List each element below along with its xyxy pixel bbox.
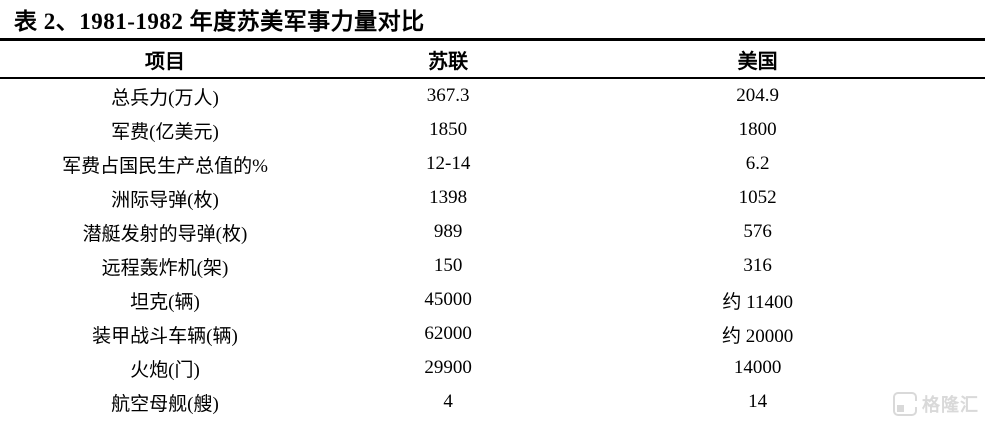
ussr-value-cell: 4 [443, 391, 453, 412]
item-label: 航空母舰(艘) [111, 393, 219, 415]
ussr-value-cell: 150 [433, 255, 463, 276]
ussr-value-cell: 62000 [424, 323, 472, 344]
item-label: 总兵力(万人) [111, 87, 219, 109]
usa-value-cell: 576 [743, 221, 772, 242]
item-label: 火炮(门) [130, 359, 200, 381]
item-label: 军费(亿美元) [111, 121, 219, 143]
watermark-brand-text: 格隆汇 [922, 395, 979, 415]
usa-value-cell: 1052 [738, 187, 777, 208]
usa-value-cell: 204.9 [736, 85, 780, 106]
ussr-value-cell: 29900 [424, 357, 472, 378]
header-row: 项目 苏联 美国 [0, 41, 985, 79]
ussr-value-cell: 1850 [429, 119, 468, 140]
table-row: 远程轰炸机(架) 150 316 [0, 249, 985, 283]
col-header-usa: 美国 [566, 41, 985, 79]
col-header-ussr: 苏联 [329, 41, 567, 79]
table-row: 潜艇发射的导弹(枚) 989 576 [0, 215, 985, 249]
military-comparison-table: 项目 苏联 美国 总兵力(万人) 367.3 204.9 军费(亿美元) 185… [0, 41, 985, 419]
usa-value-cell: 6.2 [745, 153, 770, 174]
gelonghui-logo-icon [893, 392, 918, 416]
ussr-value-cell: 989 [433, 221, 463, 242]
table-row: 火炮(门) 29900 14000 [0, 351, 985, 385]
ussr-value-cell: 367.3 [426, 85, 470, 106]
item-label: 洲际导弹(枚) [111, 189, 219, 211]
table-row: 航空母舰(艘) 4 14 [0, 385, 985, 419]
table-row: 总兵力(万人) 367.3 204.9 [0, 78, 985, 113]
usa-value-cell: 316 [743, 255, 772, 276]
gelonghui-watermark: 格隆汇 [893, 391, 979, 417]
table-row: 装甲战斗车辆(辆) 62000 约 20000 [0, 317, 985, 351]
table-row: 洲际导弹(枚) 1398 1052 [0, 181, 985, 215]
item-label: 潜艇发射的导弹(枚) [82, 223, 248, 245]
table-title-bar: 表 2、1981-1982 年度苏美军事力量对比 [0, 0, 985, 41]
usa-value-cell: 约 20000 [722, 325, 794, 347]
table-title: 表 2、1981-1982 年度苏美军事力量对比 [14, 9, 425, 34]
item-label: 装甲战斗车辆(辆) [92, 325, 238, 347]
item-label: 坦克(辆) [130, 291, 200, 313]
col-header-item: 项目 [0, 41, 330, 79]
usa-value-cell: 1800 [738, 119, 777, 140]
table-row: 坦克(辆) 45000 约 11400 [0, 283, 985, 317]
ussr-value-cell: 45000 [424, 289, 472, 310]
usa-value-cell: 14 [748, 391, 768, 412]
table-row: 军费占国民生产总值的% 12-14 6.2 [0, 147, 985, 181]
usa-value-cell: 约 11400 [722, 291, 793, 313]
item-label: 远程轰炸机(架) [101, 257, 229, 279]
ussr-value-cell: 12-14 [426, 153, 471, 174]
item-label: 军费占国民生产总值的% [62, 155, 268, 177]
ussr-value-cell: 1398 [429, 187, 468, 208]
usa-value-cell: 14000 [733, 357, 782, 378]
table-row: 军费(亿美元) 1850 1800 [0, 113, 985, 147]
